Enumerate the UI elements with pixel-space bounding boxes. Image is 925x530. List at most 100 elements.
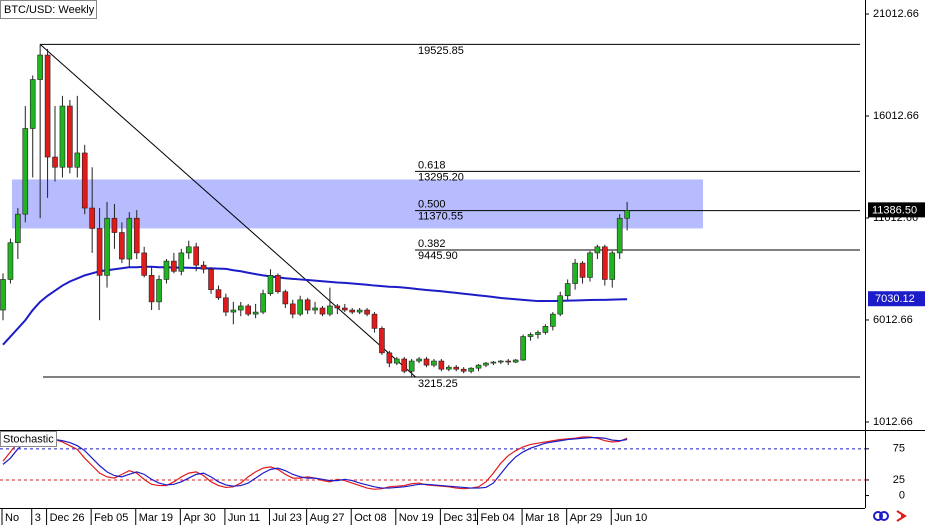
candle-body — [624, 210, 630, 219]
candle-body — [535, 332, 541, 335]
plot-layer: 21012.6616012.6611012.666012.661012.6619… — [0, 8, 925, 525]
chart-title: BTC/USD: Weekly — [4, 4, 95, 16]
x-tick-label: 3 — [35, 512, 41, 524]
candle-body — [297, 299, 304, 315]
candle-body — [0, 279, 6, 311]
candle-body — [208, 268, 214, 290]
candle-body — [616, 217, 623, 254]
candle-body — [572, 262, 578, 284]
candle-body — [319, 307, 326, 315]
candle-body — [37, 54, 43, 80]
candle-body — [67, 105, 73, 168]
x-tick-label: Dec 31 — [443, 512, 478, 524]
candle-body — [445, 366, 452, 370]
candle-body — [133, 217, 140, 254]
candle-body — [334, 305, 341, 309]
candle-body — [490, 361, 497, 364]
y-tick-label: 21012.66 — [873, 8, 919, 20]
candle-body — [304, 299, 311, 311]
candle-body — [512, 359, 519, 363]
candle-body — [475, 364, 482, 369]
candle-body — [579, 262, 586, 278]
candle-body — [267, 275, 274, 295]
stochastic-tick-label: 0 — [899, 489, 905, 501]
x-tick-label: Nov 19 — [399, 512, 434, 524]
x-tick-label: Oct 08 — [354, 512, 386, 524]
stochastic-title: Stochastic — [3, 433, 54, 445]
y-tick-label: 6012.66 — [873, 314, 913, 326]
candle-body — [156, 279, 162, 303]
x-tick-label: Feb 05 — [94, 512, 128, 524]
title-box — [0, 0, 97, 19]
x-tick-label: Jun 11 — [228, 512, 260, 524]
x-tick-label: Apr 30 — [183, 512, 215, 524]
candle-body — [401, 358, 408, 372]
x-tick-label: Mar 18 — [525, 512, 559, 524]
fib-value: 11370.55 — [418, 211, 463, 223]
candle-body — [379, 328, 385, 354]
last-price-label: 11386.50 — [872, 204, 917, 216]
candle-body — [498, 360, 504, 363]
candle-body — [438, 360, 445, 370]
candle-body — [416, 358, 422, 362]
candle-body — [96, 228, 103, 276]
stochastic-tick-label: 75 — [893, 443, 905, 455]
candle-body — [185, 246, 192, 254]
candle-body — [245, 305, 251, 315]
candle-body — [460, 368, 467, 372]
x-tick-label: Apr 29 — [570, 512, 602, 524]
link-icon-part — [879, 511, 889, 521]
candle-body — [111, 217, 118, 233]
stochastic-title-box — [0, 431, 57, 447]
link-icon[interactable] — [873, 511, 883, 521]
candle-body — [282, 291, 289, 305]
candle-body — [341, 307, 348, 311]
candle-body — [289, 303, 296, 315]
y-tick-label: 16012.66 — [873, 110, 919, 122]
x-tick-label: Jul 23 — [272, 512, 301, 524]
candle-body — [15, 213, 21, 244]
candle-body — [52, 156, 58, 168]
candle-body — [178, 252, 185, 272]
candle-body — [171, 260, 177, 272]
fib-ratio: 0.382 — [418, 238, 446, 250]
candle-body — [594, 246, 601, 254]
candle-body — [141, 252, 147, 276]
x-tick-label: Aug 27 — [310, 512, 345, 524]
stochastic-tick-label: 25 — [893, 474, 905, 486]
fib-ratio: 0.500 — [418, 199, 446, 211]
candle-body — [431, 360, 437, 366]
arrow-icon[interactable] — [896, 510, 907, 522]
candle-body — [200, 264, 207, 270]
candle-body — [453, 366, 460, 370]
candle-body — [468, 367, 474, 372]
candle-body — [215, 289, 222, 299]
x-tick-label: No — [5, 512, 19, 524]
candle-body — [423, 358, 430, 366]
candle-body — [223, 297, 229, 313]
candle-body — [557, 295, 564, 315]
candle-body — [520, 336, 526, 361]
candle-body — [22, 128, 29, 215]
ma-badge — [868, 291, 925, 307]
toolbar-icons[interactable] — [873, 510, 907, 522]
candle-body — [44, 54, 51, 158]
x-tick-label: Mar 19 — [139, 512, 173, 524]
candle-body — [104, 217, 110, 276]
candle-body — [564, 283, 571, 297]
candle-body — [163, 260, 170, 280]
y-tick-label: 1012.66 — [873, 416, 913, 428]
candle-body — [230, 309, 237, 313]
candle-body — [542, 326, 549, 333]
candle-body — [527, 334, 534, 337]
candle-body — [119, 232, 125, 260]
candle-body — [193, 246, 199, 266]
swing-low-label: 3215.25 — [418, 378, 458, 390]
candle-body — [550, 313, 556, 327]
candle-body — [327, 305, 333, 315]
x-tick-label: Jun 10 — [614, 512, 647, 524]
candle-body — [349, 309, 356, 313]
candle-body — [81, 152, 88, 209]
candle-body — [148, 275, 155, 303]
